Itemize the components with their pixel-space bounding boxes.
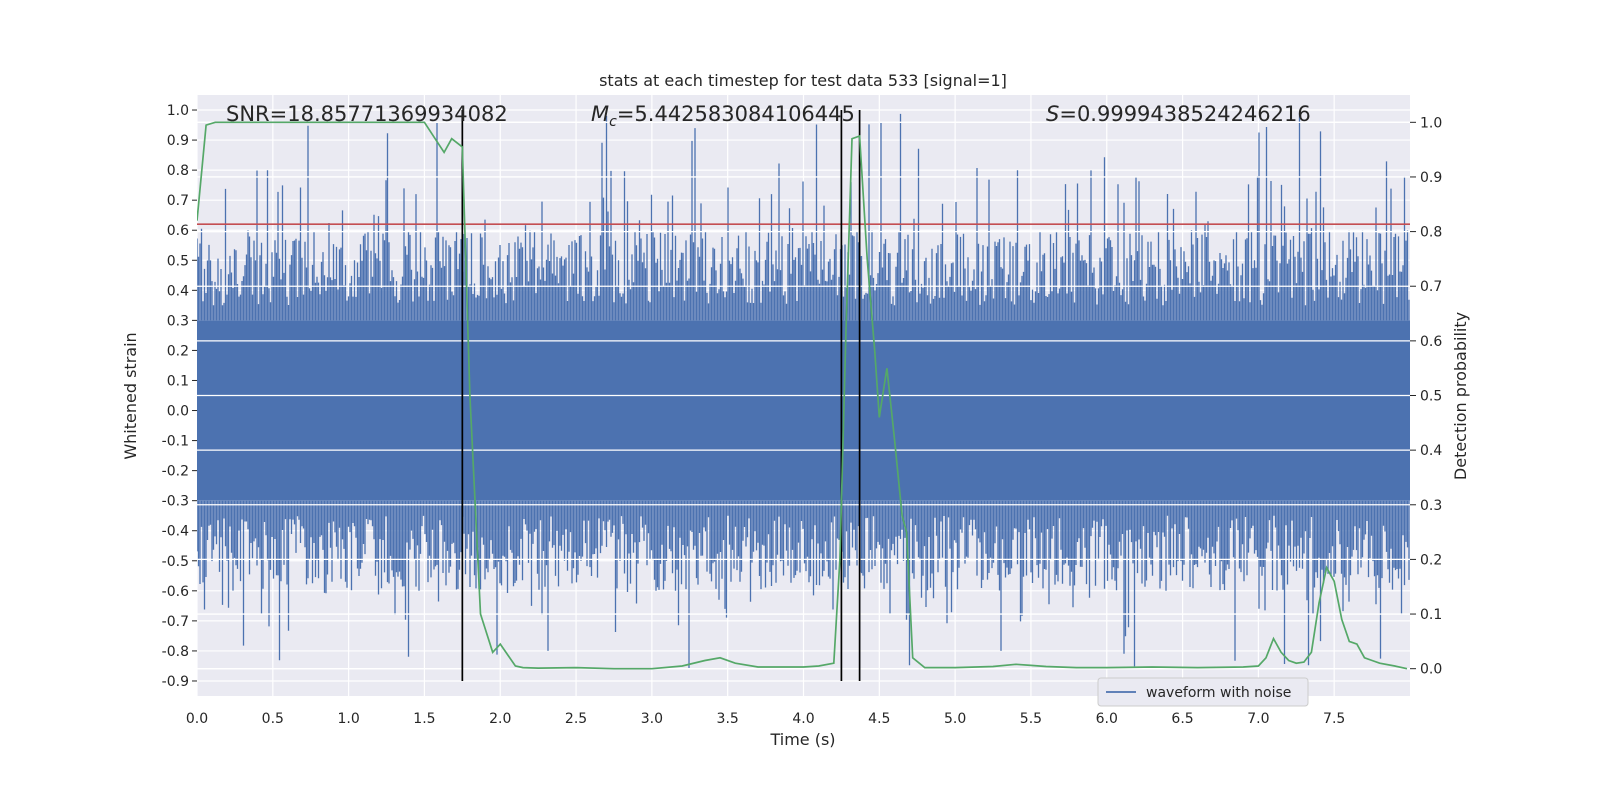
- detection-vertical-lines: [461, 110, 861, 681]
- x-tick-label: 1.5: [413, 711, 435, 727]
- y-left-tick-label: 0.2: [167, 343, 189, 359]
- x-tick-label: 2.5: [565, 711, 587, 727]
- grid-right-overlay: [197, 121, 1410, 670]
- y-left-tick-label: -0.2: [162, 464, 189, 480]
- x-tick-label: 6.5: [1171, 711, 1193, 727]
- y-right-tick-label: 0.3: [1420, 498, 1442, 514]
- y-left-tick-label: -0.9: [162, 674, 189, 690]
- y-right-tick-label: 0.6: [1420, 334, 1442, 350]
- legend: waveform with noise: [1097, 677, 1309, 707]
- y-left-tick-label: -0.5: [162, 554, 189, 570]
- y-left-tick-label: 0.8: [167, 163, 189, 179]
- x-tick-label: 5.5: [1020, 711, 1042, 727]
- y-right-tick-label: 1.0: [1420, 115, 1442, 131]
- x-tick-label: 1.0: [337, 711, 359, 727]
- y-left-axis-label: Whitened strain: [121, 332, 140, 459]
- x-tick-label: 4.5: [868, 711, 890, 727]
- y-right-axis-label: Detection probability: [1451, 312, 1470, 480]
- x-tick-label: 7.5: [1323, 711, 1345, 727]
- y-right-tick-label: 0.0: [1420, 662, 1442, 678]
- y-left-tick-label: 0.0: [167, 404, 189, 420]
- chirp-mass-annotation: Mc=5.442583084106445: [591, 102, 855, 130]
- x-axis-ticks: 0.0 0.5 1.0 1.5 2.0 2.5 3.0 3.5 4.0 4.5 5.0 5.5 6.0 6…: [186, 711, 1345, 727]
- y-left-tick-label: 0.4: [167, 283, 189, 299]
- y-left-tick-label: -0.1: [162, 434, 189, 450]
- snr-annotation: SNR=18.85771369934082: [226, 102, 508, 126]
- x-tick-label: 4.0: [792, 711, 814, 727]
- legend-box: [1097, 677, 1309, 707]
- y-left-tick-label: 0.3: [167, 313, 189, 329]
- y-left-tick-label: -0.6: [162, 584, 189, 600]
- y-left-tick-label: 0.6: [167, 223, 189, 239]
- y-right-tick-label: 0.4: [1420, 443, 1442, 459]
- x-tick-label: 2.0: [489, 711, 511, 727]
- chirp-mass-symbol: M: [591, 102, 609, 126]
- y-left-tick-label: -0.4: [162, 524, 189, 540]
- y-left-tick-label: 0.5: [167, 253, 189, 269]
- y-right-tick-label: 0.5: [1420, 389, 1442, 405]
- y-left-tick-label: -0.7: [162, 614, 189, 630]
- y-right-tick-label: 0.7: [1420, 279, 1442, 295]
- x-axis-label: Time (s): [769, 730, 835, 749]
- y-right-tick-label: 0.9: [1420, 170, 1442, 186]
- y-left-tick-label: 0.7: [167, 193, 189, 209]
- x-tick-label: 3.0: [641, 711, 663, 727]
- y-left-axis-ticks: 1.0 0.9 0.8 0.7 0.6 0.5 0.4 0.3 0.2 0.1 0.0 -0.1 -0.…: [162, 103, 197, 690]
- x-tick-label: 7.0: [1247, 711, 1269, 727]
- y-left-tick-label: 0.9: [167, 133, 189, 149]
- y-right-axis-ticks: 1.0 0.9 0.8 0.7 0.6 0.5 0.4 0.3 0.2 0.1 0.0: [1410, 115, 1442, 678]
- score-symbol: S: [1046, 102, 1059, 126]
- score-annotation: S=0.9999438524246216: [1046, 102, 1311, 126]
- waveform-core-band: [197, 320, 1410, 501]
- chart-title: stats at each timestep for test data 533…: [599, 71, 1007, 90]
- waveform-lower-spikes: [197, 500, 1410, 669]
- chirp-mass-value: =5.442583084106445: [617, 102, 855, 126]
- x-tick-label: 3.5: [717, 711, 739, 727]
- y-left-tick-label: -0.3: [162, 494, 189, 510]
- y-right-tick-label: 0.2: [1420, 552, 1442, 568]
- x-tick-label: 6.0: [1096, 711, 1118, 727]
- legend-label: waveform with noise: [1146, 685, 1291, 701]
- chirp-mass-subscript: c: [609, 114, 617, 130]
- y-left-tick-label: -0.8: [162, 644, 189, 660]
- x-tick-label: 5.0: [944, 711, 966, 727]
- y-left-tick-label: 1.0: [167, 103, 189, 119]
- y-right-tick-label: 0.8: [1420, 225, 1442, 241]
- y-left-tick-label: 0.1: [167, 373, 189, 389]
- detection-probability-line: [197, 121, 1408, 670]
- y-right-tick-label: 0.1: [1420, 607, 1442, 623]
- x-tick-label: 0.0: [186, 711, 208, 727]
- x-tick-label: 0.5: [262, 711, 284, 727]
- score-value: =0.9999438524246216: [1059, 102, 1310, 126]
